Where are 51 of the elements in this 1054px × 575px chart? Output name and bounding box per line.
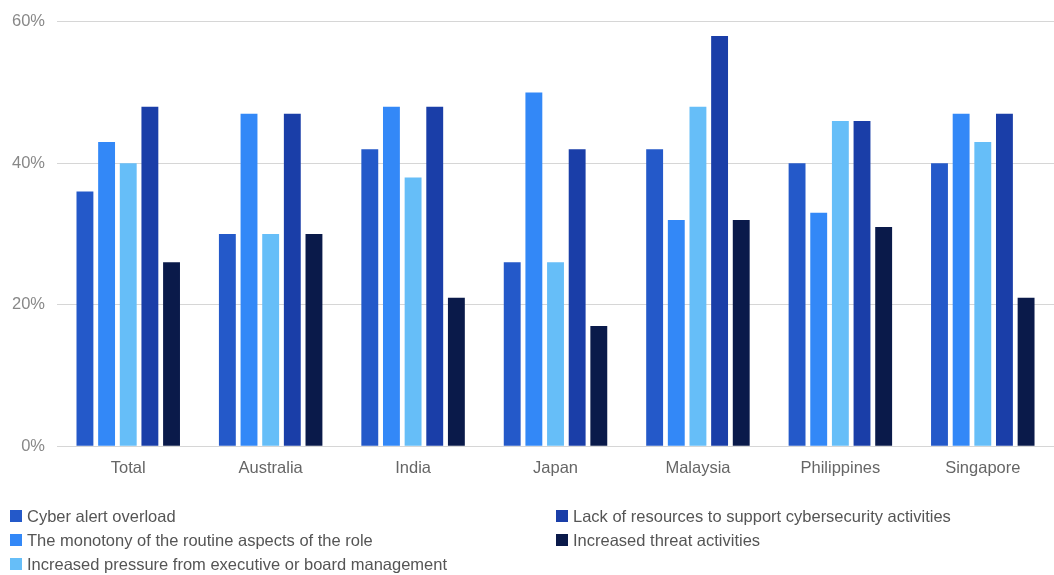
legend-label: Lack of resources to support cybersecurity activities: [573, 506, 951, 526]
bar: [141, 106, 159, 446]
bar: [426, 106, 444, 446]
bar: [711, 36, 729, 446]
legend-label: Cyber alert overload: [27, 506, 176, 526]
bar: [525, 92, 543, 446]
bar: [240, 113, 258, 446]
bar: [76, 191, 94, 446]
bar: [995, 113, 1013, 446]
x-tick-label: India: [395, 457, 432, 476]
bar: [383, 106, 400, 446]
bar: [952, 113, 970, 446]
bar: [568, 149, 586, 446]
legend-label: Increased pressure from executive or board management: [27, 554, 448, 574]
bar: [262, 234, 280, 446]
bar: [283, 113, 301, 446]
bar: [810, 212, 828, 446]
bar: [974, 142, 992, 446]
bar: [98, 142, 116, 446]
bar: [667, 219, 685, 446]
bar: [732, 219, 750, 446]
y-tick-label: 0%: [21, 435, 46, 454]
bar: [831, 120, 849, 446]
bar: [447, 297, 465, 446]
bar: [305, 234, 323, 446]
bar: [404, 177, 422, 446]
x-tick-label: Philippines: [800, 457, 881, 476]
legend-label: Increased threat activities: [573, 530, 761, 550]
bar: [1017, 297, 1035, 446]
bar: [163, 262, 180, 446]
bar: [853, 120, 871, 446]
x-tick-label: Australia: [238, 457, 304, 476]
bar: [689, 106, 707, 446]
bar: [646, 149, 664, 446]
bar: [788, 163, 806, 446]
bar: [119, 163, 137, 446]
y-tick-label: 40%: [11, 152, 46, 171]
bar: [503, 262, 521, 446]
bar: [875, 226, 893, 446]
x-tick-label: Singapore: [945, 457, 1021, 476]
y-tick-label: 20%: [11, 294, 46, 313]
y-tick-label: 60%: [11, 11, 46, 30]
bar: [361, 149, 379, 446]
bar: [218, 234, 236, 446]
x-tick-label: Total: [110, 457, 146, 476]
bar: [547, 262, 564, 446]
x-tick-label: Malaysia: [665, 457, 732, 476]
bar: [931, 163, 948, 446]
bar: [590, 325, 608, 446]
legend-label: The monotony of the routine aspects of the role: [27, 530, 373, 550]
x-tick-label: Japan: [533, 457, 578, 476]
